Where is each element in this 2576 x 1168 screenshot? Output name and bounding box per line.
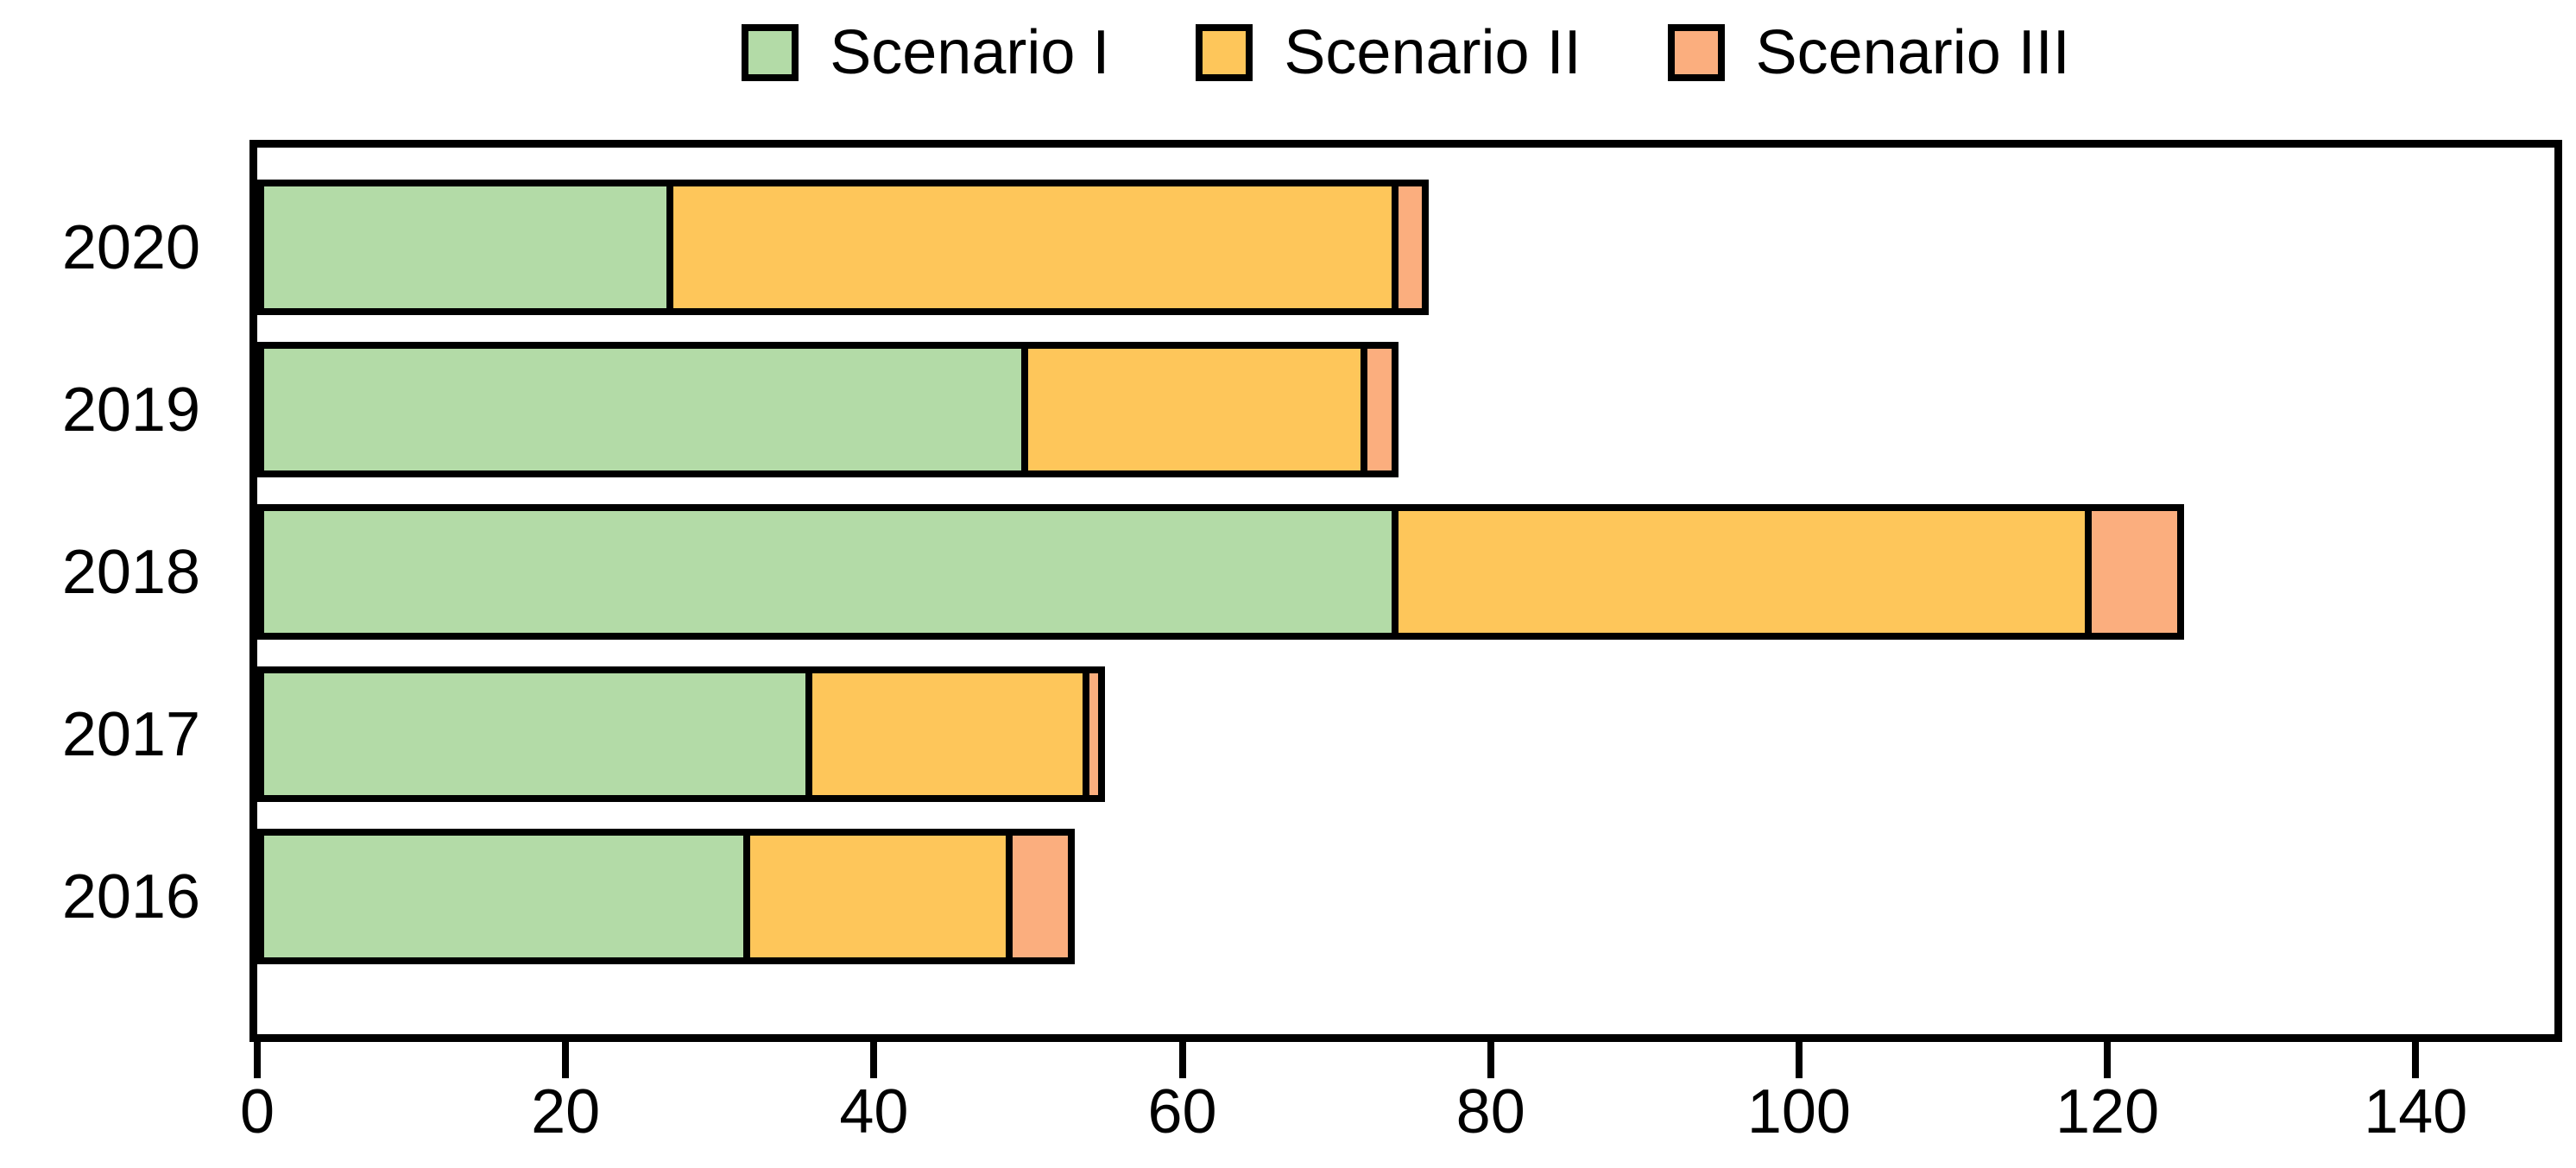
x-axis-tick-label-40: 40 [839,1077,909,1146]
bar-row-2018 [257,504,2554,640]
x-axis-tick-0 [254,1042,261,1078]
y-axis-label-2019: 2019 [61,375,200,445]
bar-segment-2019-scenario-ii [1020,342,1367,477]
legend-label-scenario-3: Scenario III [1755,18,2070,87]
legend-swatch-scenario-2 [1196,24,1253,81]
x-axis-tick-label-120: 120 [2055,1077,2160,1146]
bar-segment-2019-scenario-iii [1360,342,1398,477]
x-axis-tick-label-140: 140 [2364,1077,2468,1146]
legend: Scenario I Scenario II Scenario III [257,12,2554,93]
bar-segment-2020-scenario-ii [666,180,1398,315]
x-axis-tick-80 [1487,1042,1494,1078]
x-axis-tick-140 [2412,1042,2420,1078]
legend-item-scenario-1: Scenario I [742,22,1109,84]
bar-segment-2018-scenario-i [257,504,1398,640]
x-axis-tick-label-20: 20 [531,1077,601,1146]
legend-swatch-scenario-3 [1667,24,1725,81]
bar-segment-2020-scenario-i [257,180,674,315]
bar-segment-2020-scenario-iii [1391,180,1430,315]
bar-segment-2019-scenario-i [257,342,1028,477]
bar-segment-2017-scenario-iii [1083,666,1106,802]
x-axis-tick-label-80: 80 [1455,1077,1525,1146]
y-axis-label-2017: 2017 [61,699,200,769]
bar-segment-2016-scenario-iii [1006,829,1075,964]
x-axis-tick-100 [1795,1042,1803,1078]
legend-item-scenario-2: Scenario II [1196,18,1582,87]
bar-row-2019 [257,342,2554,477]
x-axis-tick-label-60: 60 [1147,1077,1217,1146]
x-axis-tick-40 [870,1042,878,1078]
bar-segment-2018-scenario-iii [2085,504,2185,640]
y-axis-label-2018: 2018 [61,537,200,607]
x-axis-tick-label-0: 0 [239,1077,275,1146]
legend-label-scenario-2: Scenario II [1284,18,1582,87]
bar-row-2020 [257,180,2554,315]
bar-segment-2016-scenario-ii [743,829,1013,964]
x-axis-tick-60 [1178,1042,1186,1078]
bar-segment-2017-scenario-ii [805,666,1090,802]
bar-row-2017 [257,666,2554,802]
y-axis-label-2020: 2020 [61,212,200,282]
legend-item-scenario-3: Scenario III [1667,18,2070,87]
x-axis-tick-20 [562,1042,570,1078]
y-axis-label-2016: 2016 [61,862,200,931]
legend-swatch-scenario-1 [742,24,799,81]
bar-segment-2018-scenario-ii [1391,504,2093,640]
legend-label-scenario-1: Scenario I [830,18,1110,87]
bar-row-2016 [257,829,2554,964]
x-axis-tick-120 [2104,1042,2112,1078]
x-axis-tick-label-100: 100 [1746,1077,1851,1146]
bar-segment-2016-scenario-i [257,829,751,964]
plot-area [249,140,2562,1042]
bar-segment-2017-scenario-i [257,666,812,802]
